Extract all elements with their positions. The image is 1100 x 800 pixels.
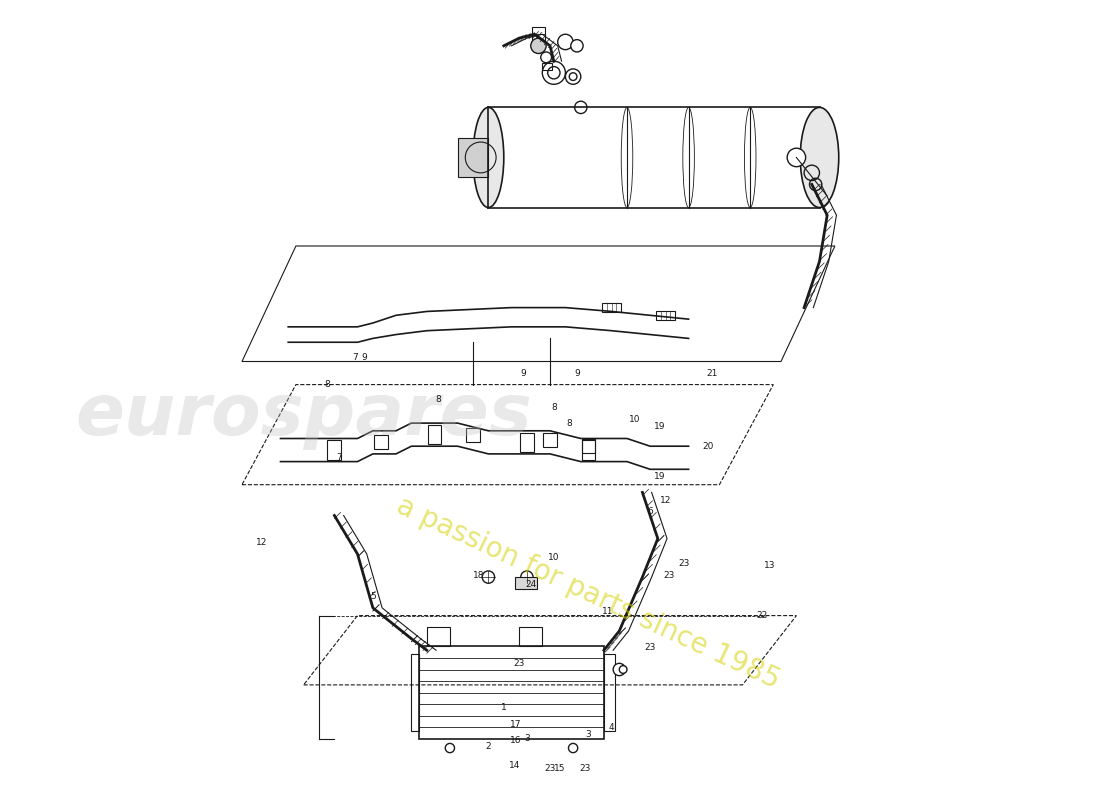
Text: 11: 11 (602, 607, 614, 616)
Circle shape (558, 34, 573, 50)
Circle shape (574, 102, 587, 114)
Text: 7: 7 (337, 454, 342, 462)
Text: 12: 12 (660, 495, 671, 505)
Bar (542, 62, 551, 70)
Circle shape (530, 38, 547, 54)
Text: 10: 10 (629, 414, 640, 424)
Ellipse shape (473, 107, 504, 207)
Bar (458, 138, 488, 177)
Bar (328, 441, 341, 460)
Text: 3: 3 (585, 730, 592, 739)
Text: 18: 18 (473, 571, 485, 580)
Text: 9: 9 (361, 353, 367, 362)
Text: 1: 1 (500, 703, 507, 713)
Bar (519, 627, 542, 646)
Ellipse shape (801, 107, 838, 207)
Circle shape (613, 663, 626, 676)
Text: 23: 23 (514, 659, 525, 668)
Text: 22: 22 (756, 611, 768, 620)
Text: 8: 8 (566, 418, 572, 427)
Bar (532, 26, 544, 42)
Bar (543, 433, 557, 447)
Circle shape (619, 666, 627, 674)
Text: 8: 8 (436, 395, 441, 405)
Bar (520, 433, 534, 452)
Text: 3: 3 (524, 734, 530, 743)
Bar (602, 303, 621, 312)
Text: 15: 15 (554, 763, 565, 773)
Text: 4: 4 (608, 722, 615, 732)
Bar (582, 439, 595, 453)
Text: 23: 23 (663, 571, 674, 580)
Text: 23: 23 (544, 763, 556, 773)
Text: 24: 24 (525, 580, 537, 590)
Bar (604, 654, 616, 731)
Circle shape (788, 148, 805, 166)
Text: 8: 8 (324, 380, 330, 389)
Bar (374, 435, 387, 450)
Text: eurospares: eurospares (75, 381, 532, 450)
Text: 19: 19 (653, 422, 666, 431)
Text: 6: 6 (647, 507, 653, 516)
Bar (466, 428, 480, 442)
Circle shape (565, 69, 581, 84)
Bar (515, 577, 537, 589)
Text: 23: 23 (579, 763, 591, 773)
Text: 10: 10 (548, 554, 560, 562)
Text: 7: 7 (352, 353, 358, 362)
Text: 5: 5 (370, 592, 376, 601)
Text: 23: 23 (645, 643, 656, 653)
Bar (419, 646, 604, 739)
Text: 14: 14 (509, 762, 520, 770)
Text: 13: 13 (763, 561, 776, 570)
Text: 8: 8 (551, 403, 557, 412)
Bar (656, 310, 675, 320)
Text: 20: 20 (702, 442, 714, 450)
Bar (582, 441, 595, 460)
Text: 19: 19 (653, 473, 666, 482)
Text: 23: 23 (679, 558, 690, 568)
Text: 16: 16 (510, 736, 521, 745)
Text: 12: 12 (255, 538, 267, 547)
Circle shape (571, 40, 583, 52)
Text: 9: 9 (574, 369, 580, 378)
Bar (411, 654, 419, 731)
Circle shape (569, 743, 578, 753)
Text: 21: 21 (706, 369, 717, 378)
Circle shape (542, 61, 565, 84)
Bar (427, 627, 450, 646)
Circle shape (446, 743, 454, 753)
Bar (428, 425, 441, 444)
Text: 2: 2 (485, 742, 492, 751)
Text: 17: 17 (510, 721, 521, 730)
Text: 9: 9 (520, 369, 526, 378)
Text: a passion for parts since 1985: a passion for parts since 1985 (393, 491, 784, 694)
